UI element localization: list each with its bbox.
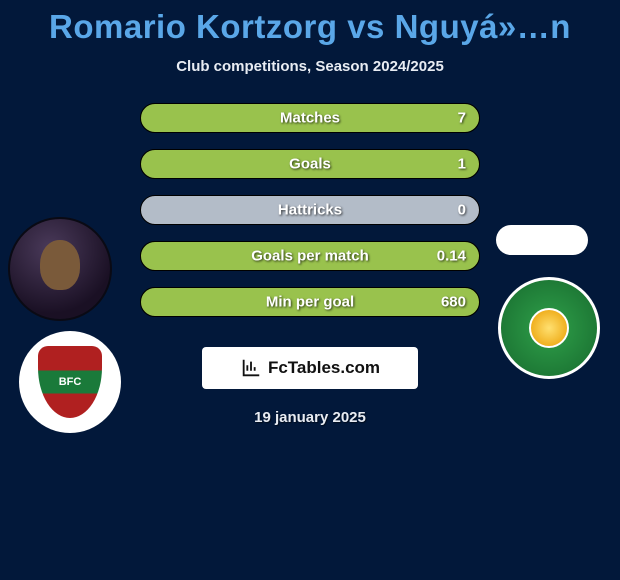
brand-text: FcTables.com [268, 358, 380, 378]
stat-bar-row: Goals per match 0.14 [140, 241, 480, 271]
stat-bar-label: Goals per match [251, 248, 369, 265]
stat-bar-value: 7 [458, 110, 466, 127]
stat-bar-row: Hattricks 0 [140, 195, 480, 225]
club-crest-left: BFC [19, 331, 121, 433]
stat-bar-label: Goals [289, 156, 331, 173]
page-subtitle: Club competitions, Season 2024/2025 [0, 58, 620, 75]
stat-bar-row: Min per goal 680 [140, 287, 480, 317]
club-crest-right [498, 277, 600, 379]
stat-bar-value: 0.14 [437, 248, 466, 265]
stat-bar-label: Matches [280, 110, 340, 127]
chart-icon [240, 357, 262, 379]
stat-bar-value: 1 [458, 156, 466, 173]
stat-bars: Matches 7 Goals 1 Hattricks 0 Goals per match 0… [140, 103, 480, 317]
stat-bar-row: Goals 1 [140, 149, 480, 179]
player-photo-left [8, 217, 112, 321]
page-title: Romario Kortzorg vs Nguyá»…n [0, 0, 620, 46]
stat-bar-value: 680 [441, 294, 466, 311]
player-placeholder-right [496, 225, 588, 255]
content-area: BFC Matches7Goals1Hattricks0Goals per ma… [0, 103, 620, 426]
stat-bar-row: Matches 7 [140, 103, 480, 133]
brand-badge: FcTables.com [202, 347, 418, 389]
stat-bar-label: Hattricks [278, 202, 342, 219]
stat-bar-value: 0 [458, 202, 466, 219]
stat-bar-label: Min per goal [266, 294, 354, 311]
